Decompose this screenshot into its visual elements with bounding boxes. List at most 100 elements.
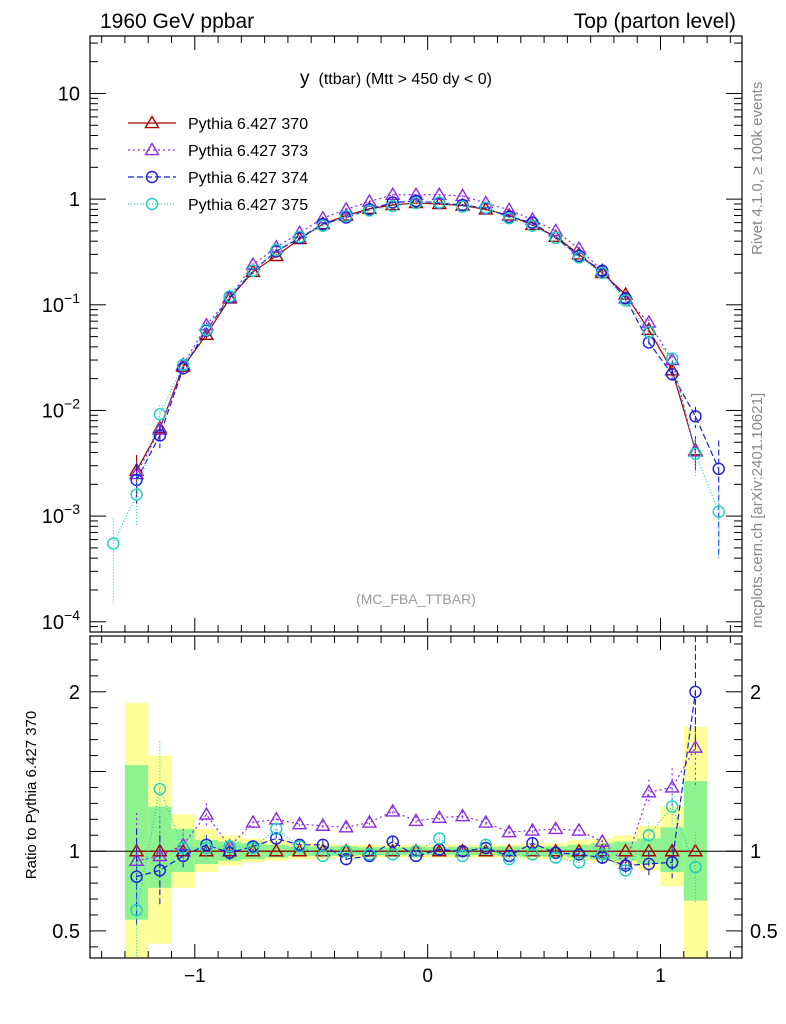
data-point <box>712 505 725 518</box>
data-point <box>665 368 679 381</box>
data-point <box>571 822 587 836</box>
data-point <box>176 841 190 855</box>
data-point <box>456 849 469 863</box>
data-point <box>526 216 539 229</box>
data-point <box>339 209 353 223</box>
ratio-series-3 <box>130 636 702 925</box>
data-point <box>361 193 378 207</box>
y-tick-label: 10−4 <box>42 607 80 634</box>
y-tick-label: 10 <box>58 83 80 105</box>
data-point <box>128 843 145 857</box>
ratio-panel: −1 0 1 2 2 1 1 0.5 0.5 <box>52 635 778 987</box>
legend-label: Pythia 6.427 370 <box>188 116 308 133</box>
series-line <box>136 194 697 475</box>
data-point <box>479 201 493 214</box>
data-point <box>547 843 564 857</box>
data-point <box>245 814 261 828</box>
data-point <box>572 251 586 264</box>
data-point <box>145 170 159 184</box>
data-point <box>175 358 191 372</box>
data-point <box>200 323 213 336</box>
data-point <box>246 264 260 277</box>
data-point <box>596 851 609 864</box>
series-2 <box>128 186 704 492</box>
data-point <box>144 142 160 156</box>
y-tick-label: 1 <box>69 189 80 211</box>
data-point <box>617 843 634 857</box>
y-tick-label: 10−2 <box>42 395 80 422</box>
data-point <box>107 537 120 550</box>
data-point <box>502 212 516 225</box>
data-point <box>712 462 725 476</box>
data-point <box>223 290 236 303</box>
header-right: Top (parton level) <box>574 10 736 33</box>
data-point <box>594 262 611 277</box>
data-point <box>268 843 285 857</box>
data-point <box>547 223 564 237</box>
data-point <box>526 848 539 861</box>
data-point <box>549 231 562 245</box>
x-tick-label: 0 <box>422 966 433 987</box>
data-point <box>689 860 702 874</box>
data-point <box>549 846 562 859</box>
legend-entry: Pythia 6.427 374 <box>128 170 308 187</box>
data-point <box>363 848 376 861</box>
header-left: 1960 GeV ppbar <box>100 10 254 33</box>
side-label-rivet: Rivet 4.1.0, ≥ 100k events <box>749 82 766 255</box>
series-3 <box>130 194 725 559</box>
data-point <box>223 846 236 859</box>
data-point <box>524 822 541 836</box>
data-point <box>130 903 143 917</box>
data-point <box>176 358 190 372</box>
data-point <box>408 813 424 827</box>
data-point <box>152 421 168 435</box>
series-line <box>136 202 697 471</box>
ratio-series-2 <box>128 707 704 909</box>
data-point <box>291 816 308 830</box>
data-point <box>270 822 283 836</box>
data-point <box>596 266 609 280</box>
data-point <box>200 841 213 855</box>
data-point <box>502 852 516 866</box>
data-point <box>384 803 401 817</box>
series-line <box>112 201 720 544</box>
data-point <box>594 833 611 847</box>
data-point <box>384 197 401 211</box>
data-point <box>246 841 260 855</box>
y-tick-label: 10−3 <box>42 501 80 528</box>
ratio-frame <box>89 635 743 959</box>
data-point <box>361 814 378 828</box>
data-point <box>153 429 167 442</box>
legend-label: Pythia 6.427 373 <box>188 143 308 160</box>
plot-title-suffix: (ttbar) (Mtt > 450 dy < 0) <box>319 71 492 88</box>
data-point <box>408 186 424 201</box>
data-point <box>687 843 704 857</box>
data-point <box>315 843 331 857</box>
data-point <box>153 782 167 796</box>
data-point <box>594 265 611 279</box>
data-point <box>501 824 517 838</box>
legend-entry: Pythia 6.427 373 <box>128 142 308 160</box>
data-point <box>409 849 423 863</box>
data-point <box>198 806 215 820</box>
data-point <box>386 199 399 213</box>
data-point <box>619 294 632 307</box>
ratio-ylabel: Ratio to Pythia 6.427 370 <box>23 711 40 879</box>
x-tick-label: −1 <box>184 966 206 987</box>
data-point <box>642 336 656 349</box>
data-point <box>363 204 376 217</box>
data-point <box>431 186 448 201</box>
legend-entry: Pythia 6.427 375 <box>128 197 308 214</box>
data-point <box>431 809 448 823</box>
data-point <box>270 832 283 845</box>
ratio-bands <box>124 702 708 958</box>
data-point <box>130 870 143 883</box>
data-point <box>433 196 446 209</box>
data-point <box>665 800 679 813</box>
data-point <box>152 848 168 862</box>
y-tick-label: 10−1 <box>42 290 80 317</box>
data-point <box>153 864 167 877</box>
data-point <box>478 814 494 828</box>
data-point <box>338 819 354 833</box>
data-point <box>641 784 657 798</box>
